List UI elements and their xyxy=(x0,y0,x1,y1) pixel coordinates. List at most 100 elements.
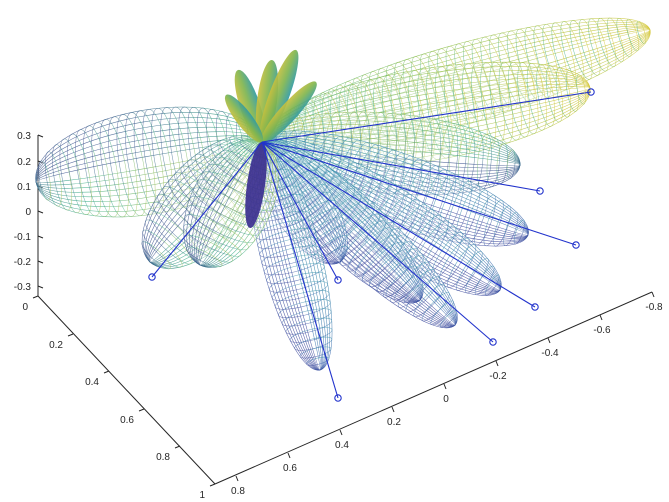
lobe-right-2-wire-cross xyxy=(503,211,519,247)
stem-3-marker xyxy=(334,394,342,402)
lobe-left-wide-wire-cross xyxy=(75,129,102,217)
y-tick-mark xyxy=(174,445,181,449)
y-axis-line xyxy=(37,295,216,485)
y-tick-mark xyxy=(138,408,145,412)
stem-4-marker xyxy=(489,338,497,346)
x-tick-label: 0.4 xyxy=(335,440,349,451)
lobe-right-4-wire-cross xyxy=(355,228,401,276)
lobe-down-long-wire-cross xyxy=(266,263,325,284)
lobe-upper-right-far-wire-cross xyxy=(597,17,617,67)
lobe-down-1-wire-cross xyxy=(314,194,362,242)
lobe-right-2-wire-cross xyxy=(513,219,525,245)
petal-3 xyxy=(259,49,299,143)
lobe-down-2-wire-cross xyxy=(291,208,340,241)
petal-6 xyxy=(224,94,264,143)
lobe-upper-right-wire-cross xyxy=(526,62,547,131)
lobe-right-1-wire-cross xyxy=(448,125,467,194)
lobe-down-1-wire-cross xyxy=(347,227,392,272)
lobe-upper-right-wire-cross xyxy=(453,64,479,153)
petal-4-petal-surface xyxy=(261,81,317,143)
stem-7 xyxy=(261,141,544,195)
lobe-right-2-wire-cross xyxy=(483,199,504,247)
lobe-right-2-wire-cross xyxy=(464,189,489,245)
lobe-down-long-wire-cross xyxy=(278,299,331,318)
stem-2 xyxy=(261,141,342,284)
lobe-left-wide-wire-cross xyxy=(196,107,223,195)
stem-6-marker xyxy=(572,241,580,249)
x-tick-mark xyxy=(287,452,291,459)
lobe-upper-right-far-wire-cross xyxy=(626,18,640,52)
lobe-upper-right-wire-cross xyxy=(435,66,462,157)
y-tick-label: 0.2 xyxy=(49,340,63,351)
lobe-upper-right-far-wire-cross xyxy=(542,24,568,91)
stem-8 xyxy=(261,88,595,143)
lobe-upper-right-far-wire-cross xyxy=(480,36,510,113)
lobe-upper-right-far-wire-cross xyxy=(515,28,543,101)
lobe-down-long-wire-cross xyxy=(261,245,321,267)
lobe-upper-right-far-wire-cross xyxy=(533,25,560,95)
lobe-upper-right-far-wire-cross xyxy=(578,19,601,76)
lobe-right-2-wire-cross xyxy=(419,169,448,235)
lobe-right-2-wire-cross xyxy=(393,158,423,228)
lobe-down-long-wire-cross xyxy=(285,317,333,335)
lobe-down-1-wire-cross xyxy=(385,265,417,297)
x-tick-mark xyxy=(391,406,395,413)
lobe-upper-right-wire-cross xyxy=(444,65,471,155)
x-tick-mark xyxy=(443,383,447,390)
y-tick-mark xyxy=(209,483,216,487)
lobe-upper-right-far-wire-cross xyxy=(419,53,449,131)
lobe-upper-right-wire-cross xyxy=(462,63,488,151)
lobe-right-4-wire-cross xyxy=(390,261,430,303)
lobe-right-1-wire-cross xyxy=(394,114,415,195)
y-tick-label: 0.4 xyxy=(85,377,99,388)
lobe-left-inner-wire-cross xyxy=(142,229,183,268)
lobe-down-2-wire-cross xyxy=(305,225,346,254)
x-tick-mark xyxy=(339,429,343,436)
lobe-down-long-wire-cross xyxy=(259,236,319,258)
x-tick-mark xyxy=(547,337,551,344)
lobe-upper-right-far-wire-cross xyxy=(588,18,609,72)
lobe-right-2-wire-cross xyxy=(474,194,497,246)
lobe-down-1-wire-cross xyxy=(354,234,397,277)
lobe-left-wide-wire-cross xyxy=(116,114,147,216)
lobe-left-wide-wire-cross xyxy=(44,151,62,207)
x-tick-label: -0.6 xyxy=(593,325,611,336)
lobe-down-1-wire-cross xyxy=(404,284,424,304)
lobe-down-1-wire-cross xyxy=(361,241,403,283)
stem-6-line xyxy=(261,141,577,246)
lobe-right-3-wire-cross xyxy=(474,265,495,296)
petal-5 xyxy=(245,141,267,229)
lobe-right-2-surface xyxy=(261,130,529,247)
z-tick-label: 0.2 xyxy=(17,157,31,168)
lobe-left-wide-wire-cross xyxy=(178,106,207,202)
lobe-left-wide-wire-cross xyxy=(83,125,111,217)
lobe-upper-right-far-wire-cross xyxy=(463,41,493,119)
lobe-right-4-wire-cross xyxy=(348,221,395,270)
lobe-upper-right-far-wire-cross xyxy=(569,20,593,80)
lobe-upper-right-wire-cross xyxy=(555,67,571,118)
z-tick-label: 0.3 xyxy=(17,131,31,142)
petal-3-petal-surface xyxy=(259,49,299,143)
z-tick-label: -0.1 xyxy=(14,232,32,243)
lobe-left-wide-wire-cross xyxy=(125,112,156,215)
lobe-right-1-wire-cross xyxy=(477,134,492,190)
lobe-down-long-wire-cross xyxy=(306,356,330,366)
lobe-down-long-wire-cross xyxy=(274,290,330,310)
lobe-left-wide-wire-cross xyxy=(59,138,82,214)
lobe-upper-right-wire-cross xyxy=(576,74,586,105)
petal-4 xyxy=(261,81,317,143)
stem-8-marker xyxy=(587,88,595,96)
stem-1-line xyxy=(151,141,263,278)
x-tick-label: 0.6 xyxy=(283,463,297,474)
lobe-left-wide-wire-cross xyxy=(151,108,182,210)
stem-6 xyxy=(261,141,580,249)
lobe-left-wide-wire-cross xyxy=(91,122,120,218)
x-tick-mark xyxy=(599,314,603,321)
y-tick-label: 0 xyxy=(22,302,28,313)
lobe-right-1-wire-cross xyxy=(349,111,370,190)
lobe-right-2-wire-cross xyxy=(455,185,481,243)
lobe-right-3-wire-cross xyxy=(357,184,397,244)
lobe-down-long-wire-cross xyxy=(281,308,332,327)
lobe-right-1-wire-cross xyxy=(458,127,476,193)
lobe-right-3-wire-cross xyxy=(388,204,427,262)
